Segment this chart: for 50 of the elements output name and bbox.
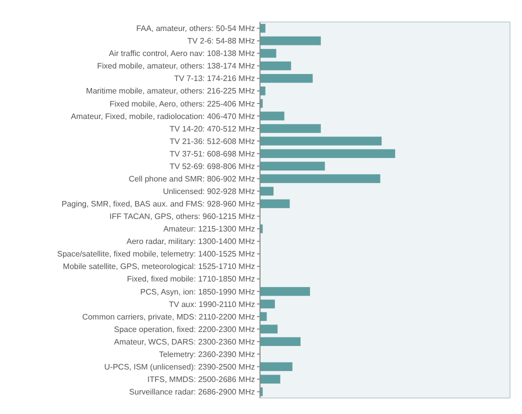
bar: [260, 162, 325, 171]
y-tick-label: Amateur, Fixed, mobile, radiolocation: 406-470 MHz: [70, 112, 255, 121]
bar: [260, 149, 396, 158]
y-tick-label: TV 7-13: 174-216 MHz: [174, 74, 255, 84]
bar: [260, 136, 382, 146]
y-tick-label: Paging, SMR, fixed, BAS aux. and FMS: 928-960 MHz: [62, 200, 255, 209]
y-tick-label: Aero radar, military: 1300-1400 MHz: [126, 237, 255, 246]
y-tick-label: FAA, amateur, others: 50-54 MHz: [136, 24, 255, 34]
bar: [260, 300, 275, 308]
y-tick-label: Amateur: 1215-1300 MHz: [163, 224, 255, 234]
y-tick-label: IFF TACAN, GPS, others: 960-1215 MHz: [109, 212, 255, 222]
y-tick-label: Mobile satellite, GPS, meteorological: 1525-1710 MHz: [62, 262, 255, 272]
y-tick-label: Unlicensed: 902-928 MHz: [162, 187, 255, 196]
y-tick-label: TV aux: 1990-2110 MHz: [168, 300, 255, 309]
y-tick-label: TV 14-20: 470-512 MHz: [170, 124, 255, 134]
y-tick-label: Surveillance radar: 2686-2900 MHz: [129, 388, 255, 397]
y-tick-label: PCS, Asyn, ion: 1850-1990 MHz: [140, 287, 255, 296]
bar: [260, 374, 280, 384]
y-tick-label: ITFS, MMDS: 2500-2686 MHz: [147, 375, 255, 384]
y-tick-label: Fixed mobile, amateur, others: 138-174 MHz: [97, 62, 255, 71]
y-tick-label: Fixed, fixed mobile: 1710-1850 MHz: [126, 274, 255, 284]
bar: [260, 124, 321, 133]
bar: [260, 48, 276, 58]
bar: [260, 174, 380, 184]
y-tick-label: TV 52-69: 698-806 MHz: [170, 162, 255, 171]
y-tick-label: Space/satellite, fixed mobile, telemetry: 1400-1525 MHz: [57, 250, 255, 259]
bar: [260, 287, 310, 296]
bar: [260, 74, 313, 83]
y-tick-label: Air traffic control, Aero nav: 108-138 MHz: [108, 49, 255, 58]
y-tick-label: TV 37-51: 608-698 MHz: [170, 149, 255, 158]
y-tick-label: Cell phone and SMR: 806-902 MHz: [128, 174, 255, 184]
bar: [260, 312, 267, 321]
y-tick-label: Space operation, fixed: 2200-2300 MHz: [114, 324, 255, 334]
bar: [260, 362, 292, 372]
bar: [260, 337, 301, 346]
y-tick-label: TV 2-6: 54-88 MHz: [187, 36, 255, 46]
y-tick-label: U-PCS, ISM (unlicensed): 2390-2500 MHz: [104, 362, 255, 372]
y-tick-label: TV 21-36: 512-608 MHz: [170, 136, 255, 146]
y-tick-label: Fixed mobile, Aero, others: 225-406 MHz: [110, 99, 255, 108]
bar: [260, 86, 266, 96]
bar: [260, 186, 274, 196]
y-tick-label: Amateur, WCS, DARS: 2300-2360 MHz: [114, 337, 255, 346]
bar: [260, 61, 292, 70]
bar: [260, 199, 290, 208]
bar: [260, 36, 321, 46]
bar: [260, 112, 284, 120]
y-tick-label: Common carriers, private, MDS: 2110-2200 MHz: [82, 312, 255, 322]
bar: [260, 324, 278, 334]
y-tick-label: Maritime mobile, amateur, others: 216-225 MHz: [86, 86, 255, 96]
y-tick-label: Telemetry: 2360-2390 MHz: [158, 350, 255, 359]
